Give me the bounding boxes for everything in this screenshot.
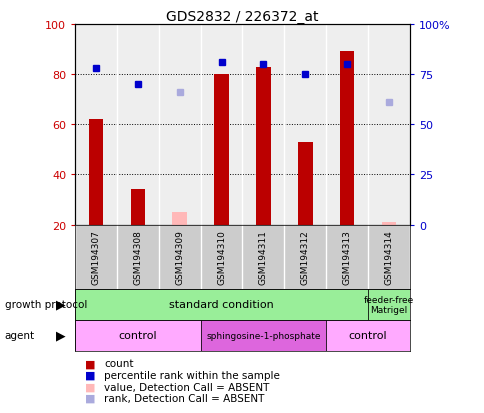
Text: sphingosine-1-phosphate: sphingosine-1-phosphate xyxy=(206,331,320,340)
Text: ▶: ▶ xyxy=(56,298,65,311)
Bar xyxy=(256,67,270,225)
Text: GSM194310: GSM194310 xyxy=(217,230,226,285)
Bar xyxy=(75,289,367,320)
Text: GSM194308: GSM194308 xyxy=(133,230,142,285)
Text: GSM194313: GSM194313 xyxy=(342,230,351,285)
Bar xyxy=(297,142,312,225)
Text: control: control xyxy=(119,330,157,341)
Title: GDS2832 / 226372_at: GDS2832 / 226372_at xyxy=(166,10,318,24)
Text: ■: ■ xyxy=(85,382,95,392)
Text: GSM194309: GSM194309 xyxy=(175,230,184,285)
Bar xyxy=(172,213,187,225)
Text: GSM194312: GSM194312 xyxy=(300,230,309,285)
Bar xyxy=(200,320,325,351)
Text: control: control xyxy=(348,330,387,341)
Bar xyxy=(339,52,354,225)
Bar xyxy=(367,289,409,320)
Bar xyxy=(89,120,103,225)
Text: count: count xyxy=(104,358,134,368)
Text: ■: ■ xyxy=(85,393,95,403)
Text: value, Detection Call = ABSENT: value, Detection Call = ABSENT xyxy=(104,382,269,392)
Bar xyxy=(325,320,409,351)
Text: ▶: ▶ xyxy=(56,329,65,342)
Text: feeder-free
Matrigel: feeder-free Matrigel xyxy=(363,295,413,314)
Text: GSM194311: GSM194311 xyxy=(258,230,267,285)
Text: agent: agent xyxy=(5,330,35,341)
Text: ■: ■ xyxy=(85,358,95,368)
Bar xyxy=(214,75,228,225)
Text: GSM194314: GSM194314 xyxy=(384,230,393,285)
Bar xyxy=(75,320,200,351)
Bar xyxy=(381,223,395,225)
Text: GSM194307: GSM194307 xyxy=(91,230,100,285)
Bar xyxy=(130,190,145,225)
Text: ■: ■ xyxy=(85,370,95,380)
Text: growth protocol: growth protocol xyxy=(5,299,87,310)
Text: standard condition: standard condition xyxy=(169,299,273,310)
Text: percentile rank within the sample: percentile rank within the sample xyxy=(104,370,280,380)
Text: rank, Detection Call = ABSENT: rank, Detection Call = ABSENT xyxy=(104,393,264,403)
